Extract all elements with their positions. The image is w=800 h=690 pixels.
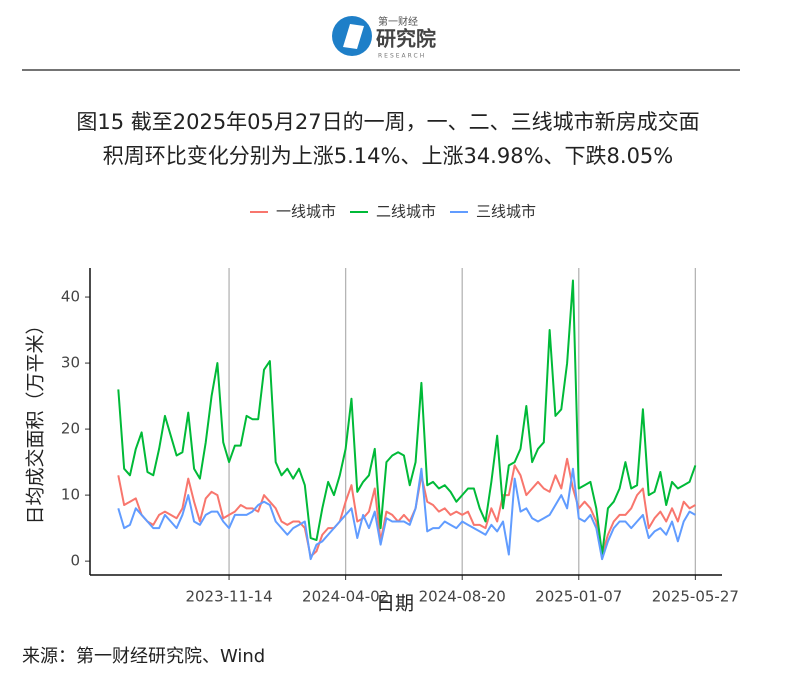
logo-mark [343,24,364,49]
chart-title: 积周环比变化分别为上涨5.14%、上涨34.98%、下跌8.05% [103,144,674,168]
y-tick-label: 10 [61,486,80,504]
x-axis-label: 日期 [376,593,414,615]
logo-main: 研究院 [376,27,436,51]
y-tick-label: 0 [70,552,80,570]
y-tick-label: 40 [61,288,80,306]
series-line [117,279,697,556]
source: 来源：第一财经研究院、Wind [22,646,265,667]
y-tick-label: 30 [61,354,80,372]
chart-title: 图15 截至2025年05月27日的一周，一、二、三线城市新房成交面 [76,110,699,134]
y-tick-label: 20 [61,420,80,438]
legend-label: 三线城市 [476,203,536,221]
y-axis-label: 日均成交面积（万平米） [25,315,47,524]
x-tick-label: 2025-01-07 [535,588,622,606]
x-tick-label: 2023-11-14 [185,588,272,606]
logo-top: 第一财经 [378,15,418,28]
logo-sub: RESEARCH [378,53,426,60]
legend-label: 二线城市 [376,203,436,221]
logo: 第一财经 研究院 RESEARCH [332,15,436,60]
x-tick-label: 2024-08-20 [419,588,506,606]
legend-label: 一线城市 [276,203,336,221]
x-tick-label: 2024-04-02 [302,588,389,606]
x-tick-label: 2025-05-27 [652,588,739,606]
series-line [117,467,696,561]
